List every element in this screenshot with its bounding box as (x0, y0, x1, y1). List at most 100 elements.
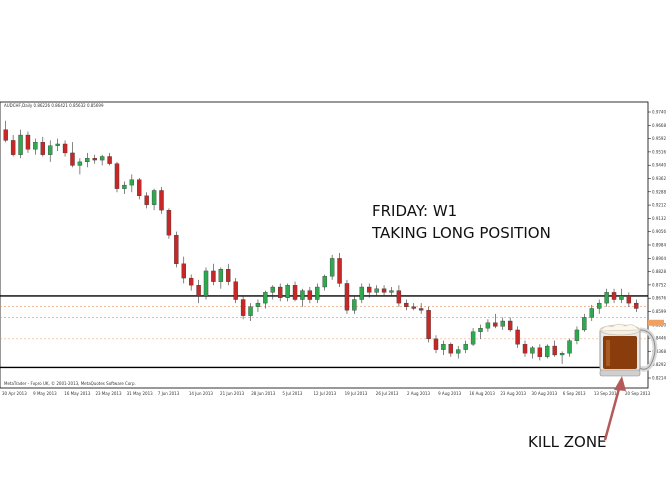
bear-candle (181, 263, 186, 279)
date-axis-label: 30 Apr 2013 (2, 391, 27, 396)
date-axis-label: 9 Aug 2013 (438, 391, 462, 396)
bull-candle (582, 317, 587, 331)
bear-candle (107, 156, 112, 164)
bull-candle (55, 143, 60, 146)
bull-candle (129, 179, 135, 186)
date-axis-label: 9 May 2013 (33, 391, 57, 396)
bull-candle (470, 331, 476, 345)
bull-candle (263, 292, 268, 304)
chart-frame (0, 101, 649, 389)
bear-candle (634, 302, 639, 309)
bull-candle (574, 329, 580, 341)
bull-candle (33, 142, 38, 150)
bear-candle (196, 285, 201, 297)
bull-candle (463, 344, 468, 350)
bull-candle (441, 344, 446, 350)
bear-candle (62, 143, 68, 154)
annotation-kill-zone: KILL ZONE (528, 433, 607, 451)
date-axis-label: 6 Sep 2013 (563, 391, 586, 396)
date-axis-label: 31 May 2013 (127, 391, 154, 396)
date-axis-label: 7 Jun 2013 (158, 391, 180, 396)
date-axis-label: 16 Aug 2013 (469, 391, 495, 396)
bull-candle (218, 268, 224, 282)
bull-candle (255, 302, 261, 307)
bear-candle (493, 322, 498, 327)
bear-candle (626, 295, 632, 304)
bull-candle (248, 306, 253, 316)
bull-candle (203, 270, 209, 297)
kill-zone-arrow (603, 376, 626, 441)
annotation-long-position: TAKING LONG POSITION (371, 224, 551, 242)
bear-candle (92, 158, 97, 161)
bear-candle (114, 163, 120, 189)
bear-candle (344, 283, 350, 311)
bear-candle (307, 290, 313, 300)
bull-candle (122, 184, 127, 189)
price-axis-label: 0.82140 (652, 376, 666, 381)
bear-candle (522, 344, 528, 354)
candles (3, 120, 639, 364)
date-axis-label: 2 Aug 2013 (407, 391, 431, 396)
levels (0, 295, 664, 369)
bull-candle (300, 290, 305, 300)
date-axis-label: 23 May 2013 (95, 391, 122, 396)
current-price-tag (648, 319, 664, 326)
annotation-friday: FRIDAY: W1 (372, 202, 457, 220)
bear-candle (448, 344, 454, 354)
bull-candle (604, 292, 609, 304)
bear-candle (25, 134, 31, 150)
bear-candle (278, 286, 283, 298)
bear-candle (367, 286, 372, 293)
date-axis-label: 14 Jun 2013 (189, 391, 214, 396)
bull-candle (597, 302, 602, 309)
copyright-text: MetaTrader - Fxpro UK, © 2001-2013, Meta… (4, 381, 136, 386)
bear-candle (418, 308, 424, 311)
date-axis-label: 19 Jul 2013 (345, 391, 368, 396)
bull-candle (589, 308, 594, 318)
bear-candle (537, 347, 543, 357)
bear-candle (3, 129, 8, 141)
date-axis-label: 13 Sep 2013 (594, 391, 620, 396)
bear-candle (411, 306, 416, 309)
date-axis-label: 5 Jul 2013 (282, 391, 303, 396)
bull-candle (389, 290, 394, 293)
bear-candle (396, 290, 402, 304)
bull-candle (500, 320, 505, 327)
bear-candle (174, 235, 179, 264)
price-axis-label: 0.86762 (652, 296, 666, 301)
date-axis-label: 21 Jun 2013 (220, 391, 245, 396)
bear-candle (233, 281, 238, 300)
bear-candle (70, 152, 75, 166)
bull-candle (559, 353, 565, 356)
bear-candle (426, 310, 431, 340)
bear-candle (292, 285, 298, 300)
bear-candle (159, 190, 164, 211)
bear-candle (515, 329, 520, 345)
bull-candle (374, 288, 379, 293)
bull-candle (619, 295, 624, 300)
bear-candle (507, 320, 513, 331)
bull-candle (485, 322, 491, 329)
bull-candle (456, 349, 461, 354)
bull-candle (48, 145, 53, 155)
chart-header: AUDCHF,Daily 0.86226 0.86421 0.85632 0.8… (4, 103, 104, 108)
bear-candle (381, 288, 387, 293)
bear-candle (166, 209, 172, 236)
bull-candle (359, 286, 364, 300)
bull-candle (151, 190, 157, 205)
